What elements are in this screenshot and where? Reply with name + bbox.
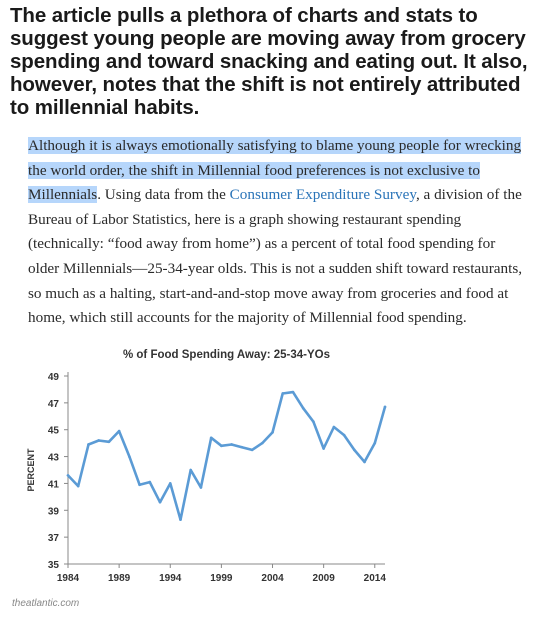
y-axis-label: PERCENT <box>26 448 36 492</box>
data-point <box>363 460 366 464</box>
data-point <box>240 445 244 449</box>
data-point <box>199 486 203 489</box>
y-tick-label: 45 <box>48 426 60 437</box>
data-point <box>332 425 336 429</box>
data-point <box>148 480 152 484</box>
quote-text: . Using data from the <box>97 186 230 204</box>
data-point <box>179 518 182 521</box>
y-tick-label: 47 <box>48 399 60 410</box>
series-line <box>66 390 387 522</box>
data-point <box>322 447 325 450</box>
x-tick-label: 1984 <box>57 573 80 584</box>
data-point <box>220 444 223 448</box>
data-point <box>383 405 387 409</box>
data-point <box>260 441 264 445</box>
data-point <box>138 483 141 487</box>
data-point <box>230 443 233 446</box>
data-point <box>128 455 131 458</box>
y-tick-label: 43 <box>48 453 60 464</box>
data-point <box>117 429 121 433</box>
data-point <box>373 441 377 445</box>
data-point <box>291 390 295 394</box>
y-tick-label: 49 <box>48 372 60 383</box>
data-point <box>76 484 80 488</box>
data-point <box>97 439 100 442</box>
data-point <box>209 436 213 440</box>
data-point <box>301 406 305 410</box>
block-quote: Although it is always emotionally satisf… <box>28 134 528 331</box>
data-point <box>312 420 315 423</box>
data-point <box>189 468 193 472</box>
data-point <box>107 440 111 444</box>
source-credit: theatlantic.com <box>12 598 80 609</box>
data-point <box>281 392 285 395</box>
data-point <box>168 482 172 485</box>
y-tick-label: 41 <box>48 479 60 490</box>
quote-text-rest: , a division of the Bureau of Labor Stat… <box>28 186 523 327</box>
x-tick-label: 1989 <box>108 573 131 584</box>
x-tick-label: 2009 <box>313 573 336 584</box>
data-point <box>158 500 162 504</box>
data-point <box>66 474 70 477</box>
consumer-expenditure-survey-link[interactable]: Consumer Expenditure Survey <box>229 186 416 204</box>
x-tick-label: 2014 <box>364 573 387 584</box>
data-point <box>250 448 254 452</box>
data-point <box>342 433 346 437</box>
x-tick-label: 2004 <box>261 573 284 584</box>
data-point <box>87 443 90 446</box>
y-tick-label: 35 <box>48 560 60 571</box>
y-tick-label: 39 <box>48 506 60 517</box>
headline: The article pulls a plethora of charts a… <box>10 4 528 119</box>
data-point <box>271 431 274 434</box>
data-point <box>353 448 356 452</box>
x-tick-label: 1994 <box>159 573 182 584</box>
chart-title: % of Food Spending Away: 25-34-YOs <box>123 349 330 361</box>
y-tick-label: 37 <box>48 533 60 544</box>
x-tick-label: 1999 <box>210 573 233 584</box>
